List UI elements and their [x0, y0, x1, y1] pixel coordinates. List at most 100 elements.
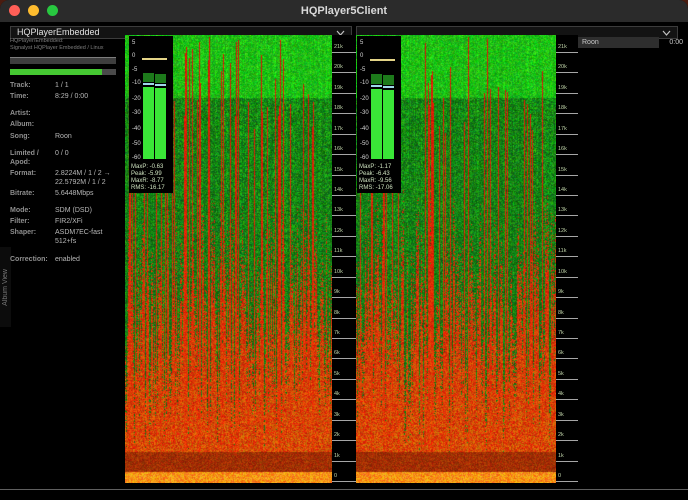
backend-description: HQPlayer/Embedded: Signalyst HQPlayer Em… — [10, 38, 120, 51]
freq-tick — [556, 133, 578, 135]
freq-label: 14k — [334, 187, 343, 193]
freq-label: 4k — [558, 391, 564, 398]
info-label: Track: — [10, 82, 31, 90]
freq-label: 2k — [558, 432, 564, 439]
freq-label: 5k — [334, 370, 340, 377]
info-row: Song: Roon — [10, 132, 120, 141]
meter-scale-label: 5 — [360, 40, 364, 46]
freq-label: 12k — [334, 227, 343, 234]
freq-label: 18k — [558, 105, 567, 112]
freq-label: 9k — [558, 289, 564, 296]
freq-tick — [332, 419, 356, 421]
freq-tick — [556, 256, 578, 258]
meter-stat-line: Peak: -6.43 — [359, 171, 390, 177]
meter-stats: MaxP: -1.17 Peak: -6.43 MaxR: -9.56 RMS: -1… — [359, 164, 393, 192]
freq-tick — [332, 174, 356, 176]
freq-tick — [332, 133, 356, 135]
freq-tick — [556, 358, 578, 360]
info-value: 1 / 1 — [55, 82, 69, 90]
meter-stat-line: MaxP: -1.17 — [359, 164, 392, 170]
freq-tick — [332, 52, 356, 53]
freq-tick — [332, 399, 356, 401]
freq-tick — [332, 195, 356, 196]
info-row: Filter: FIR2/XFi — [10, 217, 120, 226]
freq-label: 12k — [558, 227, 567, 234]
freq-label: 15k — [558, 166, 567, 173]
level-bar-left — [371, 88, 382, 159]
freq-tick — [556, 297, 578, 299]
buffer-bar — [10, 57, 116, 65]
meter-scale-label: -60 — [360, 155, 369, 161]
freq-tick — [556, 481, 578, 483]
level-meter-right: 5 0 -5 -10 -20 -30 -40 -50 -60 MaxP: -1.17 Peak: -… — [357, 36, 401, 193]
freq-tick — [556, 276, 578, 278]
info-label: Album: — [10, 121, 35, 129]
track-position-bar[interactable] — [10, 69, 116, 76]
meter-stat-line: MaxP: -0.63 — [131, 164, 164, 170]
playlist-item-time: 0:00 — [669, 39, 683, 46]
info-row: Shaper: ASDM7EC-fast 512+fs — [10, 228, 120, 246]
freq-tick — [556, 113, 578, 115]
freq-tick — [556, 338, 578, 340]
backend-dropdown-value: HQPlayerEmbedded — [17, 27, 100, 37]
info-value — [55, 109, 120, 118]
freq-tick — [332, 72, 356, 74]
meter-scale-label: -30 — [360, 110, 369, 116]
freq-label: 3k — [558, 411, 564, 418]
freq-tick — [332, 235, 356, 237]
sidebar: HQPlayer/Embedded: Signalyst HQPlayer Em… — [10, 38, 120, 272]
meter-stat-line: RMS: -16.17 — [131, 185, 165, 191]
meter-stat-line: MaxR: -8.77 — [131, 178, 164, 184]
freq-label: 11k — [558, 248, 567, 255]
freq-label: 15k — [334, 166, 343, 173]
level-bar-right — [155, 87, 166, 159]
meter-scale-label: -20 — [132, 96, 141, 102]
freq-tick — [332, 154, 356, 156]
info-row: Correction: enabled — [10, 255, 120, 264]
info-row: Album: — [10, 120, 120, 129]
freq-label: 18k — [334, 105, 343, 112]
freq-label: 7k — [558, 330, 564, 337]
close-button[interactable] — [9, 5, 20, 16]
info-value — [55, 120, 120, 129]
titlebar: HQPlayer5Client — [0, 0, 688, 23]
info-value: enabled — [55, 255, 80, 263]
info-row: Artist: — [10, 109, 120, 118]
info-value: 5.6448Mbps — [55, 190, 94, 198]
peak-hold-right — [383, 85, 394, 88]
meter-scale-label: -50 — [360, 141, 369, 147]
freq-tick — [332, 460, 356, 462]
info-row: Format: 2.8224M / 1 / 2 → 22.5792M / 1 / … — [10, 169, 120, 187]
freq-tick — [556, 154, 578, 156]
freq-tick — [332, 338, 356, 340]
album-view-tab[interactable]: Album View — [0, 247, 11, 327]
bottom-divider — [0, 489, 688, 490]
meter-scale-label: 0 — [132, 53, 136, 59]
info-label: Mode: — [10, 207, 31, 215]
zoom-button[interactable] — [47, 5, 58, 16]
meter-scale-label: -10 — [360, 80, 369, 86]
peak-hold-left — [371, 84, 382, 87]
freq-label: 10k — [334, 268, 343, 275]
freq-label: 7k — [334, 330, 340, 337]
freq-label: 20k — [334, 64, 343, 71]
freq-tick — [556, 92, 578, 94]
frequency-axis-right: 21k 20k 19k 18k 17k 16k 15k 14k 13k 12k 11k 10k 9k 8k… — [556, 35, 578, 483]
meter-stat-line: Peak: -5.99 — [131, 171, 162, 177]
meter-scale-label: 0 — [360, 53, 364, 59]
minimize-button[interactable] — [28, 5, 39, 16]
info-value: Roon — [55, 132, 72, 140]
info-row: Time: 8:29 / 0:00 — [10, 92, 120, 101]
info-label: Time: — [10, 93, 29, 101]
meter-scale-label: -50 — [132, 141, 141, 147]
info-row: Mode: SDM (DSD) — [10, 206, 120, 215]
playlist-item[interactable]: Roon 0:00 — [578, 37, 684, 48]
chevron-down-icon — [336, 30, 345, 36]
info-label: Format: — [10, 169, 37, 177]
album-view-tab-label: Album View — [2, 268, 9, 306]
freq-label: 13k — [558, 207, 567, 214]
freq-label: 17k — [558, 125, 567, 132]
max-peak-indicator — [142, 57, 167, 60]
meter-stat-line: RMS: -17.06 — [359, 185, 393, 191]
